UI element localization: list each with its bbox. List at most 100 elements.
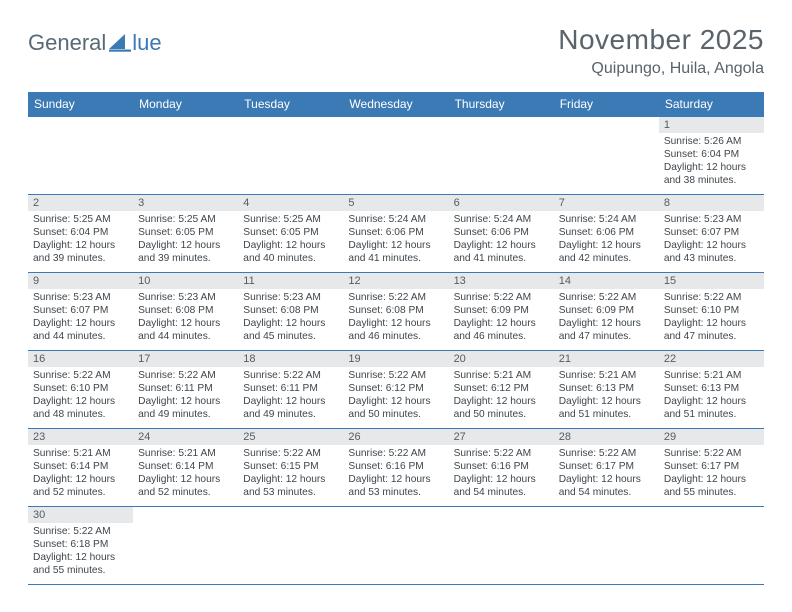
calendar-table: Sunday Monday Tuesday Wednesday Thursday…: [28, 92, 764, 585]
calendar-cell: 17Sunrise: 5:22 AMSunset: 6:11 PMDayligh…: [133, 351, 238, 429]
day-number: 19: [343, 351, 448, 367]
calendar-cell: [659, 507, 764, 585]
month-title: November 2025: [558, 24, 764, 56]
calendar-cell: 25Sunrise: 5:22 AMSunset: 6:15 PMDayligh…: [238, 429, 343, 507]
day-details: Sunrise: 5:22 AMSunset: 6:18 PMDaylight:…: [28, 523, 133, 580]
calendar-cell: 2Sunrise: 5:25 AMSunset: 6:04 PMDaylight…: [28, 195, 133, 273]
day-number: 1: [659, 117, 764, 133]
calendar-cell: 29Sunrise: 5:22 AMSunset: 6:17 PMDayligh…: [659, 429, 764, 507]
day-number: 10: [133, 273, 238, 289]
calendar-cell: 21Sunrise: 5:21 AMSunset: 6:13 PMDayligh…: [554, 351, 659, 429]
day-details: Sunrise: 5:25 AMSunset: 6:04 PMDaylight:…: [28, 211, 133, 268]
logo-sail-icon: [109, 34, 131, 52]
logo: General lue: [28, 30, 162, 56]
calendar-cell: 12Sunrise: 5:22 AMSunset: 6:08 PMDayligh…: [343, 273, 448, 351]
day-details: Sunrise: 5:21 AMSunset: 6:14 PMDaylight:…: [133, 445, 238, 502]
calendar-cell: 6Sunrise: 5:24 AMSunset: 6:06 PMDaylight…: [449, 195, 554, 273]
day-number: 28: [554, 429, 659, 445]
day-details: Sunrise: 5:22 AMSunset: 6:15 PMDaylight:…: [238, 445, 343, 502]
weekday-saturday: Saturday: [659, 92, 764, 117]
logo-text-general: General: [28, 30, 106, 56]
day-details: Sunrise: 5:24 AMSunset: 6:06 PMDaylight:…: [343, 211, 448, 268]
calendar-row: 23Sunrise: 5:21 AMSunset: 6:14 PMDayligh…: [28, 429, 764, 507]
day-details: Sunrise: 5:26 AMSunset: 6:04 PMDaylight:…: [659, 133, 764, 190]
day-details: Sunrise: 5:22 AMSunset: 6:10 PMDaylight:…: [659, 289, 764, 346]
day-details: Sunrise: 5:22 AMSunset: 6:11 PMDaylight:…: [238, 367, 343, 424]
day-details: Sunrise: 5:23 AMSunset: 6:07 PMDaylight:…: [28, 289, 133, 346]
calendar-cell: 27Sunrise: 5:22 AMSunset: 6:16 PMDayligh…: [449, 429, 554, 507]
day-number: 5: [343, 195, 448, 211]
calendar-cell: 24Sunrise: 5:21 AMSunset: 6:14 PMDayligh…: [133, 429, 238, 507]
calendar-cell: 10Sunrise: 5:23 AMSunset: 6:08 PMDayligh…: [133, 273, 238, 351]
day-number: 8: [659, 195, 764, 211]
day-number: 20: [449, 351, 554, 367]
day-details: Sunrise: 5:21 AMSunset: 6:13 PMDaylight:…: [659, 367, 764, 424]
calendar-cell: 11Sunrise: 5:23 AMSunset: 6:08 PMDayligh…: [238, 273, 343, 351]
calendar-cell: 28Sunrise: 5:22 AMSunset: 6:17 PMDayligh…: [554, 429, 659, 507]
calendar-cell: 22Sunrise: 5:21 AMSunset: 6:13 PMDayligh…: [659, 351, 764, 429]
calendar-cell: 18Sunrise: 5:22 AMSunset: 6:11 PMDayligh…: [238, 351, 343, 429]
calendar-row: 2Sunrise: 5:25 AMSunset: 6:04 PMDaylight…: [28, 195, 764, 273]
calendar-cell: 5Sunrise: 5:24 AMSunset: 6:06 PMDaylight…: [343, 195, 448, 273]
day-number: 9: [28, 273, 133, 289]
day-details: Sunrise: 5:21 AMSunset: 6:14 PMDaylight:…: [28, 445, 133, 502]
location-text: Quipungo, Huila, Angola: [558, 60, 764, 78]
day-number: 12: [343, 273, 448, 289]
day-details: Sunrise: 5:23 AMSunset: 6:07 PMDaylight:…: [659, 211, 764, 268]
day-number: 22: [659, 351, 764, 367]
day-details: Sunrise: 5:22 AMSunset: 6:08 PMDaylight:…: [343, 289, 448, 346]
calendar-body: 1Sunrise: 5:26 AMSunset: 6:04 PMDaylight…: [28, 117, 764, 585]
day-number: 7: [554, 195, 659, 211]
day-details: Sunrise: 5:22 AMSunset: 6:12 PMDaylight:…: [343, 367, 448, 424]
day-number: 11: [238, 273, 343, 289]
calendar-cell: [133, 117, 238, 195]
calendar-cell: 7Sunrise: 5:24 AMSunset: 6:06 PMDaylight…: [554, 195, 659, 273]
calendar-cell: [28, 117, 133, 195]
calendar-cell: 16Sunrise: 5:22 AMSunset: 6:10 PMDayligh…: [28, 351, 133, 429]
day-details: Sunrise: 5:22 AMSunset: 6:09 PMDaylight:…: [449, 289, 554, 346]
calendar-cell: 15Sunrise: 5:22 AMSunset: 6:10 PMDayligh…: [659, 273, 764, 351]
day-number: 30: [28, 507, 133, 523]
calendar-cell: 1Sunrise: 5:26 AMSunset: 6:04 PMDaylight…: [659, 117, 764, 195]
weekday-tuesday: Tuesday: [238, 92, 343, 117]
calendar-cell: [238, 117, 343, 195]
title-block: November 2025 Quipungo, Huila, Angola: [558, 24, 764, 78]
day-details: Sunrise: 5:22 AMSunset: 6:16 PMDaylight:…: [449, 445, 554, 502]
calendar-cell: 19Sunrise: 5:22 AMSunset: 6:12 PMDayligh…: [343, 351, 448, 429]
day-number: 29: [659, 429, 764, 445]
day-number: 24: [133, 429, 238, 445]
calendar-cell: 3Sunrise: 5:25 AMSunset: 6:05 PMDaylight…: [133, 195, 238, 273]
day-details: Sunrise: 5:21 AMSunset: 6:12 PMDaylight:…: [449, 367, 554, 424]
calendar-cell: 9Sunrise: 5:23 AMSunset: 6:07 PMDaylight…: [28, 273, 133, 351]
calendar-cell: 13Sunrise: 5:22 AMSunset: 6:09 PMDayligh…: [449, 273, 554, 351]
day-number: 21: [554, 351, 659, 367]
calendar-cell: [554, 117, 659, 195]
day-number: 25: [238, 429, 343, 445]
calendar-cell: 20Sunrise: 5:21 AMSunset: 6:12 PMDayligh…: [449, 351, 554, 429]
weekday-wednesday: Wednesday: [343, 92, 448, 117]
header: General lue November 2025 Quipungo, Huil…: [28, 24, 764, 78]
day-details: Sunrise: 5:24 AMSunset: 6:06 PMDaylight:…: [554, 211, 659, 268]
weekday-sunday: Sunday: [28, 92, 133, 117]
day-number: 15: [659, 273, 764, 289]
calendar-row: 30Sunrise: 5:22 AMSunset: 6:18 PMDayligh…: [28, 507, 764, 585]
calendar-row: 1Sunrise: 5:26 AMSunset: 6:04 PMDaylight…: [28, 117, 764, 195]
day-details: Sunrise: 5:25 AMSunset: 6:05 PMDaylight:…: [133, 211, 238, 268]
calendar-row: 16Sunrise: 5:22 AMSunset: 6:10 PMDayligh…: [28, 351, 764, 429]
day-number: 13: [449, 273, 554, 289]
day-number: 3: [133, 195, 238, 211]
day-number: 18: [238, 351, 343, 367]
day-details: Sunrise: 5:22 AMSunset: 6:17 PMDaylight:…: [554, 445, 659, 502]
calendar-cell: 26Sunrise: 5:22 AMSunset: 6:16 PMDayligh…: [343, 429, 448, 507]
day-number: 6: [449, 195, 554, 211]
calendar-cell: [449, 117, 554, 195]
calendar-cell: [449, 507, 554, 585]
calendar-cell: 4Sunrise: 5:25 AMSunset: 6:05 PMDaylight…: [238, 195, 343, 273]
day-number: 26: [343, 429, 448, 445]
calendar-cell: 30Sunrise: 5:22 AMSunset: 6:18 PMDayligh…: [28, 507, 133, 585]
day-details: Sunrise: 5:22 AMSunset: 6:11 PMDaylight:…: [133, 367, 238, 424]
day-number: 27: [449, 429, 554, 445]
day-details: Sunrise: 5:22 AMSunset: 6:10 PMDaylight:…: [28, 367, 133, 424]
calendar-cell: [343, 507, 448, 585]
calendar-cell: [343, 117, 448, 195]
